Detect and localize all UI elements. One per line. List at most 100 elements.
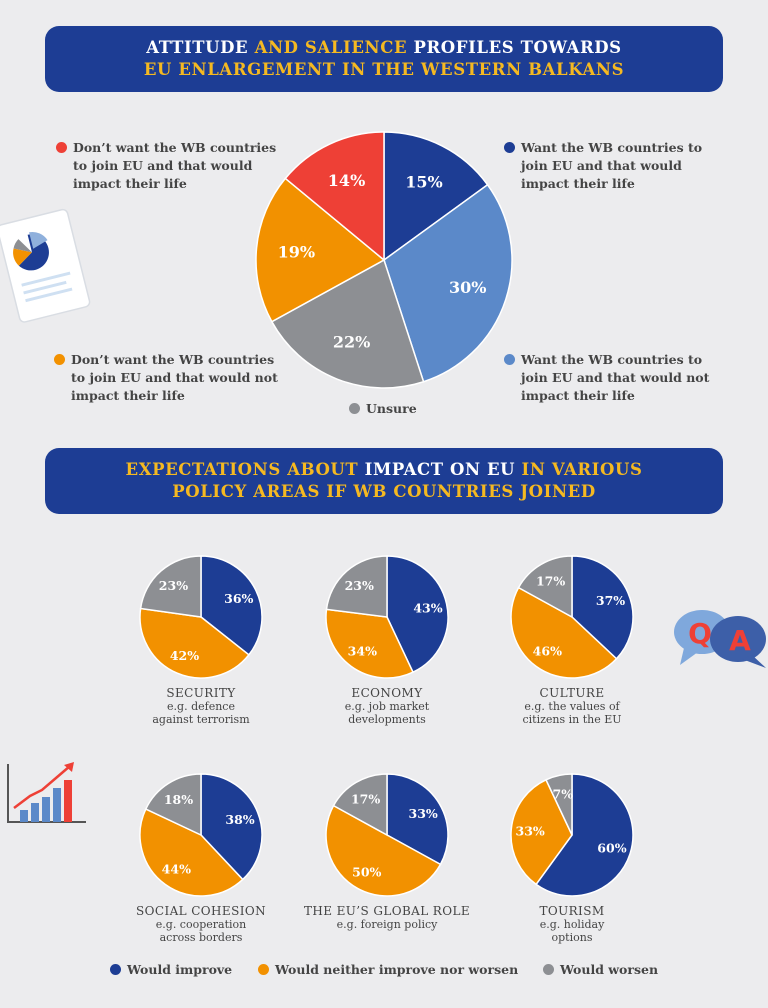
pie-slice [545,773,573,836]
policy-caption: ECONOMY e.g. job market developments [297,686,477,727]
pie-slice-label: 46% [533,643,562,658]
title-text-run: IMPACT ON EU [364,460,522,479]
qa-speech-bubbles-icon: Q A [674,610,766,668]
bottom-legend: Would improve Would neither improve nor … [0,962,768,980]
pie-slice [284,131,385,262]
pie-slice-label: 43% [413,600,442,615]
pie-slice [332,773,388,837]
title-text-run: EXPECTATIONS ABOUT [125,460,365,479]
a-letter: A [729,624,751,657]
pie-slice [139,808,244,897]
pie-slice [383,131,489,262]
title-text-run: EU ENLARGEMENT IN THE WESTERN BALKANS [143,60,625,79]
main-pie-chart: 15% 30% 22% 19% 14% [255,131,513,389]
policy-subtitle: e.g. foreign policy [336,918,438,931]
policy-pie-the-eu-s-global-role: 33% 50% 17% [325,773,449,897]
pie-slice [383,183,513,383]
pie-slice-label: 60% [597,840,626,855]
pie-slice [139,555,202,618]
pie-slice-label: 33% [516,824,545,839]
pie-slice-label: 30% [449,278,486,297]
pie-slice [255,177,386,323]
pie-slice [510,586,618,679]
legend-dot-orange [54,354,65,365]
policy-subtitle: e.g. the values of [524,700,620,713]
pie-slice [144,773,202,837]
legend-dot-lightblue [504,354,515,365]
q-letter: Q [688,617,712,650]
pie-slice [139,607,250,679]
policy-name: SECURITY [166,686,236,700]
section-title-attitude: ATTITUDE AND SALIENCE PROFILES TOWARDS E… [45,26,723,92]
pie-slice-label: 22% [333,333,370,352]
policy-subtitle: against terrorism [152,713,250,726]
banner1-line1: ATTITUDE AND SALIENCE PROFILES TOWARDS [146,37,621,59]
legend-want-no-impact: Want the WB countries to join EU and tha… [504,351,709,405]
pie-slice [270,258,425,389]
legend-dont-want-impact: Don’t want the WB countries to join EU a… [56,139,276,193]
pie-slice-label: 15% [405,172,442,191]
pie-slice-label: 17% [351,791,380,806]
policy-subtitle: citizens in the EU [522,713,622,726]
policy-subtitle: developments [348,713,426,726]
pie-slice-label: 50% [352,864,381,879]
pie-slice-label: 19% [278,242,315,261]
pie-slice-label: 23% [159,578,188,593]
title-text-run: PROFILES TOWARDS [413,38,622,57]
policy-caption: TOURISM e.g. holiday options [482,904,662,945]
pie-slice [200,555,263,656]
legend-dot-improve [110,964,121,975]
legend-dot-navy [504,142,515,153]
pie-slice [325,608,414,679]
pie-slice-label: 7% [553,787,574,802]
legend-neither: Would neither improve nor worsen [258,962,518,977]
legend-worsen: Would worsen [543,962,658,977]
policy-caption: CULTURE e.g. the values of citizens in the… [482,686,662,727]
pie-slice-label: 34% [348,643,377,658]
legend-want-impact: Want the WB countries to join EU and tha… [504,139,702,193]
pie-slice [325,804,442,897]
pie-slice-label: 36% [224,591,253,606]
pie-slice-label: 37% [596,593,625,608]
policy-subtitle: e.g. holiday [539,918,605,931]
legend-dot-red [56,142,67,153]
pie-slice [517,555,573,619]
pie-slice [510,778,573,886]
policy-name: ECONOMY [351,686,423,700]
legend-dot-grey [349,403,360,414]
legend-dont-want-no-impact: Don’t want the WB countries to join EU a… [54,351,278,405]
policy-name: TOURISM [539,904,605,918]
pie-slice-label: 44% [162,861,191,876]
policy-caption: SECURITY e.g. defence against terrorism [111,686,291,727]
banner1-line2: EU ENLARGEMENT IN THE WESTERN BALKANS [144,59,624,81]
policy-pie-culture: 37% 46% 17% [510,555,634,679]
policy-subtitle: e.g. defence [167,700,235,713]
pie-slice [571,555,634,660]
policy-subtitle: options [551,931,593,944]
policy-subtitle: e.g. cooperation [155,918,247,931]
pie-slice [535,773,634,897]
pie-slice-label: 17% [536,573,565,588]
legend-dot-neither [258,964,269,975]
policy-name: SOCIAL COHESION [136,904,266,918]
title-text-run: AND SALIENCE [254,38,414,57]
pie-slice-label: 23% [345,578,374,593]
title-text-run: ATTITUDE [146,38,255,57]
legend-improve: Would improve [110,962,232,977]
legend-dot-worsen [543,964,554,975]
policy-caption: SOCIAL COHESION e.g. cooperation across bo… [111,904,291,945]
banner2-line2: POLICY AREAS IF WB COUNTRIES JOINED [172,481,596,503]
policy-name: CULTURE [539,686,605,700]
growth-bar-chart-icon [7,762,86,823]
pie-slice [386,773,449,866]
pie-slice-label: 33% [409,806,438,821]
policy-subtitle: e.g. job market [344,700,430,713]
document-pie-icon [0,208,91,323]
pie-slice [200,773,263,881]
policy-pie-security: 36% 42% 23% [139,555,263,679]
policy-name: THE EU’S GLOBAL ROLE [303,904,471,918]
pie-slice-label: 18% [164,792,193,807]
pie-slice-label: 42% [170,648,199,663]
policy-caption: THE EU’S GLOBAL ROLE e.g. foreign policy [297,904,477,932]
policy-subtitle: across borders [159,931,243,944]
